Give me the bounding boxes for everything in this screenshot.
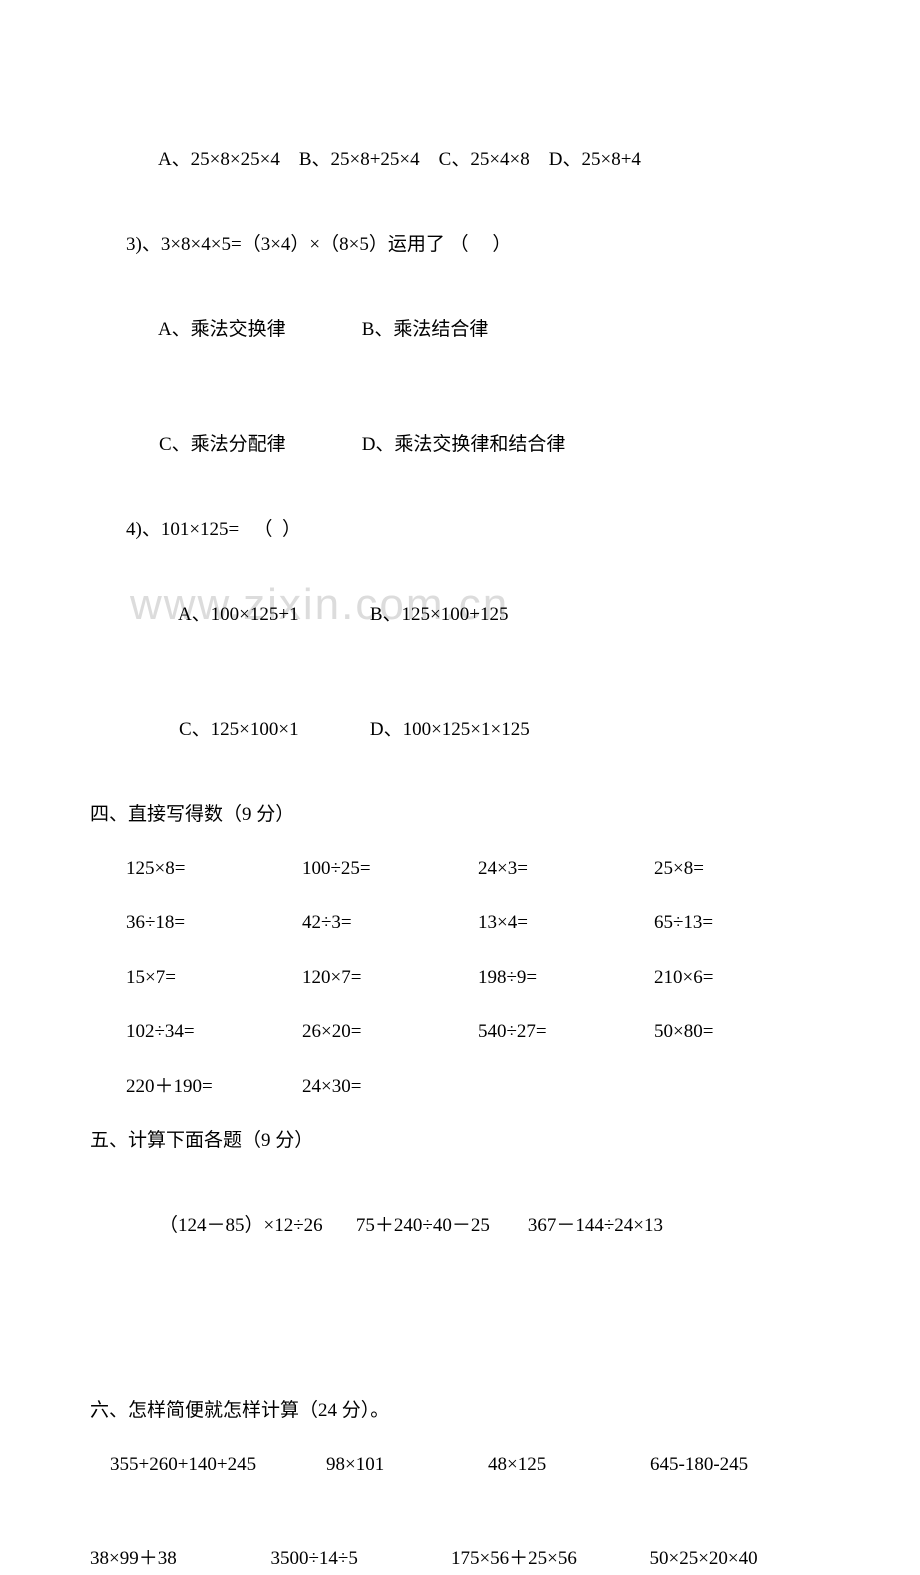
mm-r4c3: 540÷27=	[478, 1017, 654, 1047]
cv-r2c1: 38×99＋38	[90, 1544, 270, 1574]
mm-r3c2: 120×7=	[302, 963, 478, 993]
cv-r2c3: 175×56＋25×56	[451, 1544, 650, 1574]
q4-options-row2: C、125×100×1 D、100×125×1×125	[90, 684, 830, 775]
mm-r5c3	[478, 1072, 654, 1102]
calc-p3: 367－144÷24×13	[528, 1215, 663, 1236]
calc-p1: （124－85）×12÷26	[159, 1215, 323, 1236]
calc-p2: 75＋240÷40－25	[356, 1215, 490, 1236]
mm-r2c2: 42÷3=	[302, 908, 478, 938]
q3-text: 3)、3×8×4×5=（3×4）×（8×5）运用了 （ ）	[90, 230, 830, 260]
q4-opt-d: D、100×125×1×125	[370, 719, 530, 740]
mental-row3: 15×7= 120×7= 198÷9= 210×6=	[90, 963, 830, 993]
cv-r2c2: 3500÷14÷5	[270, 1544, 450, 1574]
section5-title: 五、计算下面各题（9 分）	[90, 1126, 830, 1156]
cv-r1c2: 98×101	[326, 1450, 488, 1480]
q3-opt-c: C、乘法分配律	[159, 434, 286, 455]
q2-opt-d: D、25×8+4	[549, 149, 641, 170]
mm-r1c1: 125×8=	[126, 854, 302, 884]
spacer	[90, 1296, 830, 1396]
cv-r1c4: 645-180-245	[650, 1450, 830, 1480]
mental-row1: 125×8= 100÷25= 24×3= 25×8=	[90, 854, 830, 884]
q4-opt-c: C、125×100×1	[179, 719, 299, 740]
calc-problems: （124－85）×12÷26 75＋240÷40－25 367－144÷24×1…	[90, 1180, 830, 1271]
q3-options-row1: A、乘法交换律 B、乘法结合律	[90, 285, 830, 376]
mm-r4c1: 102÷34=	[126, 1017, 302, 1047]
mm-r3c3: 198÷9=	[478, 963, 654, 993]
q4-text: 4)、101×125= （ ）	[90, 515, 830, 545]
mm-r5c2: 24×30=	[302, 1072, 478, 1102]
mm-r4c4: 50×80=	[654, 1017, 830, 1047]
q4-options-row1: A、100×125+1 B、125×100+125	[90, 569, 830, 660]
mental-row5: 220＋190= 24×30=	[90, 1072, 830, 1102]
mm-r3c4: 210×6=	[654, 963, 830, 993]
mm-r1c3: 24×3=	[478, 854, 654, 884]
document-content: A、25×8×25×4 B、25×8+25×4 C、25×4×8 D、25×8+…	[90, 115, 830, 1575]
mm-r5c1: 220＋190=	[126, 1072, 302, 1102]
spacer2	[90, 1504, 830, 1544]
q4-opt-b: B、125×100+125	[370, 604, 509, 625]
mm-r5c4	[654, 1072, 830, 1102]
cv-r1c3: 48×125	[488, 1450, 650, 1480]
mm-r4c2: 26×20=	[302, 1017, 478, 1047]
mm-r2c1: 36÷18=	[126, 908, 302, 938]
q3-opt-d: D、乘法交换律和结合律	[362, 434, 566, 455]
q2-opt-b: B、25×8+25×4	[299, 149, 420, 170]
mm-r1c4: 25×8=	[654, 854, 830, 884]
cv-r2c4: 50×25×20×40	[650, 1544, 830, 1574]
mental-row2: 36÷18= 42÷3= 13×4= 65÷13=	[90, 908, 830, 938]
q4-opt-a: A、100×125+1	[178, 604, 299, 625]
section6-title: 六、怎样简便就怎样计算（24 分）。	[90, 1396, 830, 1426]
q2-opt-a: A、25×8×25×4	[158, 149, 280, 170]
q2-options-line: A、25×8×25×4 B、25×8+25×4 C、25×4×8 D、25×8+…	[90, 115, 830, 206]
convenient-row2: 38×99＋38 3500÷14÷5 175×56＋25×56 50×25×20…	[90, 1544, 830, 1574]
q3-options-row2: C、乘法分配律 D、乘法交换律和结合律	[90, 400, 830, 491]
cv-r1c1: 355+260+140+245	[110, 1450, 326, 1480]
section4-title: 四、直接写得数（9 分）	[90, 800, 830, 830]
q3-opt-a: A、乘法交换律	[158, 319, 286, 340]
mm-r2c4: 65÷13=	[654, 908, 830, 938]
mm-r1c2: 100÷25=	[302, 854, 478, 884]
convenient-row1: 355+260+140+245 98×101 48×125 645-180-24…	[90, 1450, 830, 1480]
mm-r2c3: 13×4=	[478, 908, 654, 938]
mental-row4: 102÷34= 26×20= 540÷27= 50×80=	[90, 1017, 830, 1047]
q3-opt-b: B、乘法结合律	[362, 319, 489, 340]
q2-opt-c: C、25×4×8	[439, 149, 530, 170]
mm-r3c1: 15×7=	[126, 963, 302, 993]
